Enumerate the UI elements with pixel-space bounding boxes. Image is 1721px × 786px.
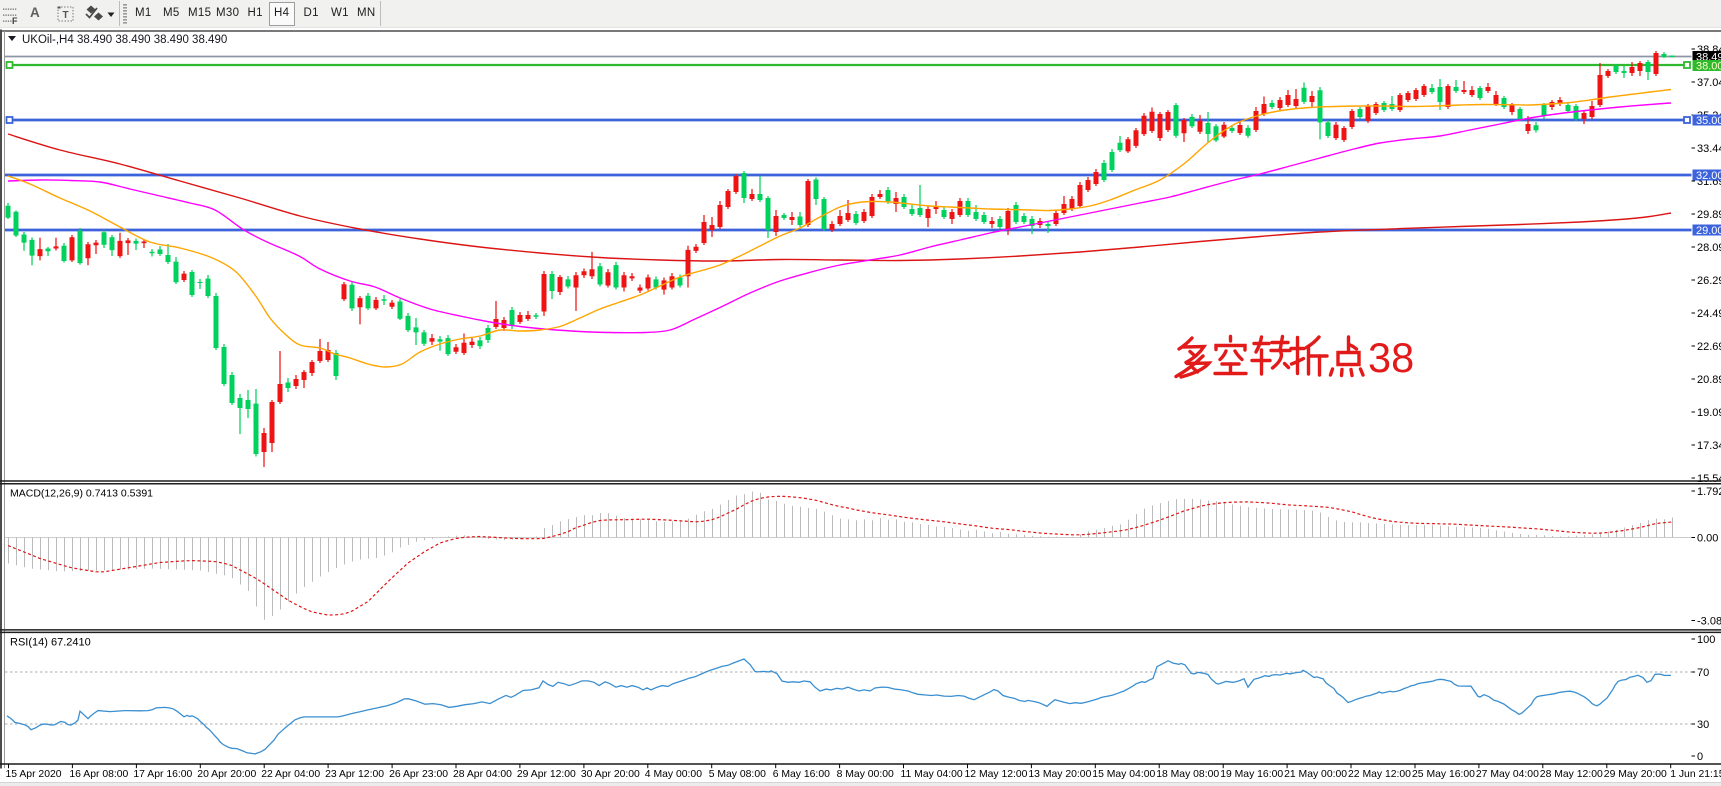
svg-text:32.00: 32.00: [1696, 170, 1721, 182]
svg-text:70: 70: [1697, 667, 1709, 679]
svg-text:22.69: 22.69: [1697, 341, 1721, 353]
svg-text:29 Apr 12:00: 29 Apr 12:00: [517, 769, 576, 780]
svg-text:38: 38: [1368, 334, 1414, 381]
svg-text:30 Apr 20:00: 30 Apr 20:00: [581, 769, 640, 780]
svg-text:28.09: 28.09: [1697, 242, 1721, 254]
svg-text:4 May 00:00: 4 May 00:00: [645, 769, 702, 780]
svg-text:25 May 16:00: 25 May 16:00: [1412, 769, 1475, 780]
svg-text:29.89: 29.89: [1697, 209, 1721, 221]
svg-text:37.04: 37.04: [1697, 77, 1721, 89]
svg-text:6 May 16:00: 6 May 16:00: [773, 769, 830, 780]
svg-text:UKOil-,H4 38.490 38.490 38.49: UKOil-,H4 38.490 38.490 38.490 38.490: [22, 34, 227, 46]
svg-text:30: 30: [1697, 719, 1709, 731]
svg-text:26.29: 26.29: [1697, 275, 1721, 287]
svg-text:18 May 08:00: 18 May 08:00: [1156, 769, 1219, 780]
svg-text:1.7925: 1.7925: [1697, 486, 1721, 498]
svg-text:16 Apr 08:00: 16 Apr 08:00: [69, 769, 128, 780]
svg-text:20 Apr 20:00: 20 Apr 20:00: [197, 769, 256, 780]
svg-text:0.00: 0.00: [1697, 533, 1718, 545]
svg-text:22 Apr 04:00: 22 Apr 04:00: [261, 769, 320, 780]
svg-text:38.00: 38.00: [1696, 61, 1721, 73]
svg-text:15 Apr 2020: 15 Apr 2020: [6, 769, 62, 780]
svg-text:11 May 04:00: 11 May 04:00: [901, 769, 963, 780]
svg-text:100: 100: [1697, 634, 1715, 646]
svg-text:1 Jun 21:15: 1 Jun 21:15: [1670, 769, 1721, 780]
svg-text:29.00: 29.00: [1696, 225, 1721, 237]
svg-text:8 May 00:00: 8 May 00:00: [837, 769, 894, 780]
svg-text:24.49: 24.49: [1697, 308, 1721, 320]
svg-text:29 May 20:00: 29 May 20:00: [1604, 769, 1667, 780]
svg-text:28 Apr 04:00: 28 Apr 04:00: [453, 769, 512, 780]
svg-text:17.34: 17.34: [1697, 440, 1721, 452]
svg-text:RSI(14) 67.2410: RSI(14) 67.2410: [10, 637, 91, 649]
svg-text:19.09: 19.09: [1697, 407, 1721, 419]
svg-text:0: 0: [1697, 751, 1703, 763]
svg-text:15 May 04:00: 15 May 04:00: [1092, 769, 1155, 780]
svg-text:15.54: 15.54: [1697, 473, 1721, 485]
svg-text:13 May 20:00: 13 May 20:00: [1028, 769, 1091, 780]
svg-text:23 Apr 12:00: 23 Apr 12:00: [325, 769, 384, 780]
svg-text:35.00: 35.00: [1696, 115, 1721, 127]
svg-text:17 Apr 16:00: 17 Apr 16:00: [133, 769, 192, 780]
svg-text:-3.081: -3.081: [1697, 616, 1721, 628]
svg-text:26 Apr 23:00: 26 Apr 23:00: [389, 769, 448, 780]
svg-text:19 May 16:00: 19 May 16:00: [1220, 769, 1283, 780]
svg-text:12 May 12:00: 12 May 12:00: [965, 769, 1028, 780]
svg-text:28 May 12:00: 28 May 12:00: [1540, 769, 1603, 780]
svg-text:33.44: 33.44: [1697, 143, 1721, 155]
svg-text:MACD(12,26,9) 0.7413 0.5391: MACD(12,26,9) 0.7413 0.5391: [10, 488, 153, 500]
svg-text:T: T: [63, 10, 69, 21]
svg-text:F: F: [12, 16, 18, 26]
svg-text:20.89: 20.89: [1697, 374, 1721, 386]
svg-text:22 May 12:00: 22 May 12:00: [1348, 769, 1411, 780]
svg-text:5 May 08:00: 5 May 08:00: [709, 769, 766, 780]
svg-text:21 May 00:00: 21 May 00:00: [1284, 769, 1347, 780]
svg-text:27 May 04:00: 27 May 04:00: [1476, 769, 1539, 780]
